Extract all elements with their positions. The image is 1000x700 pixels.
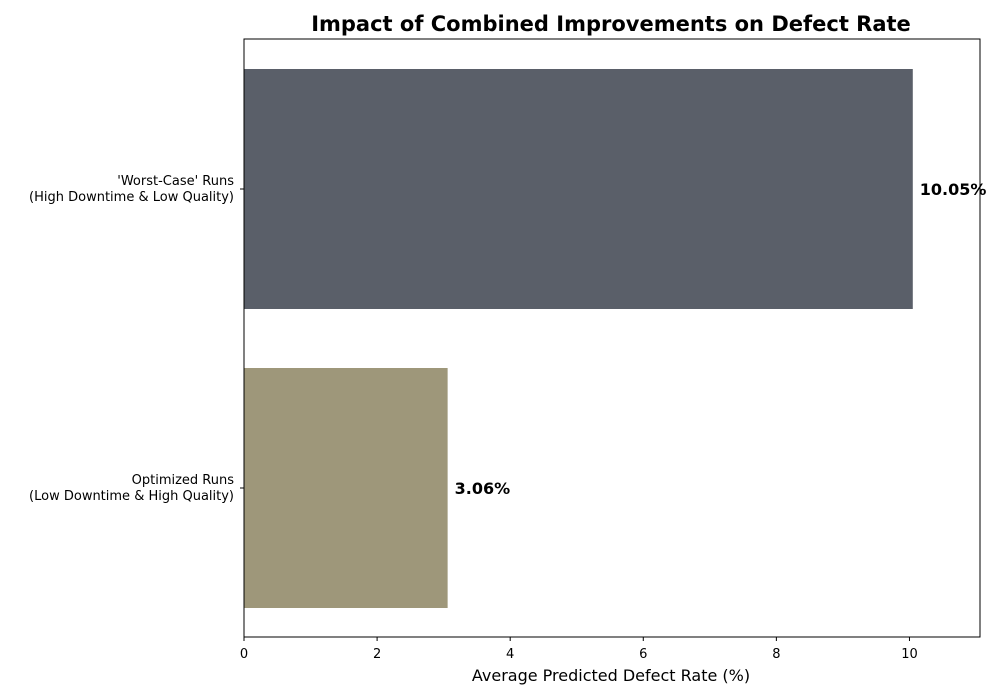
- x-tick-label-4: 8: [772, 647, 780, 662]
- x-tick-label-2: 4: [506, 647, 514, 662]
- bar-value-label-0: 10.05%: [920, 180, 987, 199]
- bar-1: [244, 368, 448, 608]
- plot-frame: [243, 38, 981, 638]
- bar-value-label-1: 3.06%: [455, 479, 511, 498]
- x-axis-label: Average Predicted Defect Rate (%): [472, 666, 750, 685]
- bar-labels-group: 10.05% 3.06%: [455, 180, 987, 498]
- y-tick-label-line: (Low Downtime & High Quality): [29, 489, 234, 504]
- x-tick-label-5: 10: [901, 647, 918, 662]
- x-axis: 0 2 4 6 8 10: [240, 637, 918, 662]
- y-tick-label-line: 'Worst-Case' Runs: [117, 174, 234, 189]
- x-tick-label-3: 6: [639, 647, 647, 662]
- x-tick-label-1: 2: [373, 647, 381, 662]
- y-tick-label-0: 'Worst-Case' Runs (High Downtime & Low Qu…: [29, 174, 234, 205]
- y-axis: 'Worst-Case' Runs (High Downtime & Low Qu…: [29, 174, 244, 504]
- bars-group: [244, 69, 913, 608]
- y-tick-label-line: Optimized Runs: [132, 473, 235, 488]
- bar-0: [244, 69, 913, 309]
- y-tick-label-line: (High Downtime & Low Quality): [29, 190, 234, 205]
- chart-title: Impact of Combined Improvements on Defec…: [311, 12, 911, 36]
- x-tick-label-0: 0: [240, 647, 248, 662]
- y-tick-label-1: Optimized Runs (Low Downtime & High Quali…: [29, 473, 234, 504]
